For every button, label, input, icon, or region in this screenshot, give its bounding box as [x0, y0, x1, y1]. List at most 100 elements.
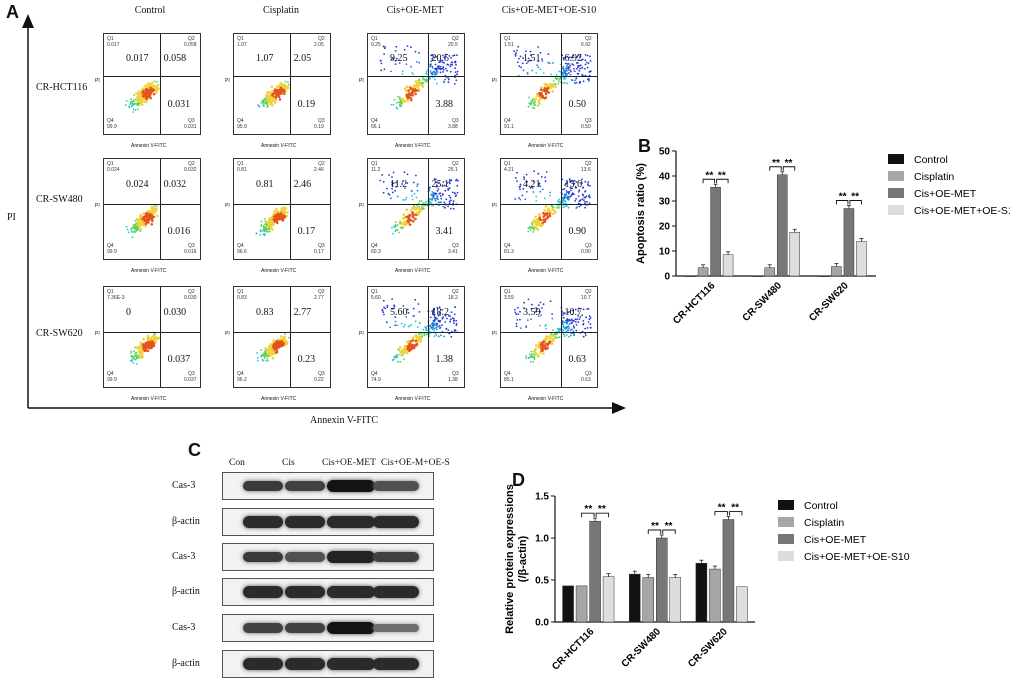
quadrant-q1-tag: Q1: [107, 36, 114, 42]
flow-plot: Q1 3.59 Q2 10.7 Q4 85.1 Q3 0.63 3.59 10.7 0.63: [500, 286, 598, 388]
quadrant-q1-small: 11.2: [371, 167, 381, 173]
quadrant-q3-small: 0.50: [581, 124, 591, 130]
plot-x-axis-label: Annexin V-FITC: [528, 268, 564, 274]
quadrant-q1-tag: Q1: [237, 289, 244, 295]
x-category-label: CR-HCT116: [550, 626, 597, 673]
significance-bracket: [849, 200, 862, 205]
quadrant-q3-value: 1.38: [435, 354, 454, 365]
legend-swatch: [888, 171, 904, 181]
quadrant-gate-vertical: [427, 34, 429, 134]
quadrant-q4-small: 85.1: [504, 377, 514, 383]
flow-plot: Q1 0.017 Q2 0.058 Q4 99.9 Q3 0.031 0.017 0.058 0.…: [103, 33, 201, 135]
quadrant-q1-small: 1.07: [237, 42, 247, 48]
significance-mark: **: [785, 158, 793, 169]
significance-mark: **: [584, 504, 592, 515]
quadrant-q1-small: 7.36E-3: [107, 295, 125, 301]
significance-mark: **: [718, 170, 726, 181]
plot-y-axis-label: PI: [225, 331, 230, 337]
quadrant-q2-small: 0.030: [184, 295, 197, 301]
quadrant-q4-tag: Q4: [107, 118, 114, 124]
flow-plot: Q1 0.024 Q2 0.032 Q4 99.9 Q3 0.016 0.024 0.032 0.…: [103, 158, 201, 260]
quadrant-q1-value: 11.2: [390, 179, 408, 191]
col-title-control: Control: [134, 5, 166, 16]
significance-bracket: [647, 529, 662, 534]
significance-mark: **: [839, 192, 847, 203]
quadrant-q4-small: 81.3: [504, 249, 514, 255]
plot-x-axis-label: Annexin V-FITC: [261, 143, 297, 149]
quadrant-gate-vertical: [159, 34, 161, 134]
y-axis-title: Relative protein expressions: [504, 484, 516, 634]
quadrant-q1-tag: Q1: [237, 161, 244, 167]
flow-plot: Q1 1.51 Q2 6.92 Q4 91.1 Q3 0.50 1.51 6.92 0.50: [500, 33, 598, 135]
blot-band: [243, 551, 283, 563]
significance-bracket: [662, 529, 676, 534]
quadrant-q3-small: 0.031: [184, 124, 197, 130]
flow-dot-cloud: [255, 206, 289, 237]
bar: [562, 585, 574, 623]
quadrant-q1-small: 0.83: [237, 295, 247, 301]
quadrant-q3-tag: Q3: [452, 118, 459, 124]
quadrant-q2-tag: Q2: [585, 36, 592, 42]
quadrant-q3-value: 0.50: [568, 99, 587, 111]
significance-mark: **: [718, 503, 726, 514]
bar: [764, 267, 775, 277]
quadrant-q3-small: 0.016: [184, 249, 197, 255]
significance-bracket: [595, 512, 610, 518]
quadrant-q1-small: 4.21: [504, 167, 514, 173]
blot-band: [373, 551, 419, 563]
row-label-sw480: CR-SW480: [36, 194, 83, 205]
blot-band: [373, 516, 419, 528]
quadrant-q4-tag: Q4: [237, 243, 244, 249]
quadrant-q3-small: 0.63: [581, 377, 591, 383]
bar: [710, 187, 721, 277]
quadrant-q4-small: 91.1: [504, 124, 514, 130]
y-tick-label: 50: [659, 147, 671, 158]
row-label-sw620: CR-SW620: [36, 328, 83, 339]
blot-band: [373, 623, 419, 633]
apoptosis-bar-chart: 0 10 20 30 40 50 Apoptosis ratio (%) ** ** CR-HCT…: [635, 147, 1010, 327]
blot-row-label: β-actin: [172, 658, 200, 669]
bar: [695, 562, 708, 623]
legend-swatch: [778, 534, 794, 544]
plot-y-axis-label: PI: [359, 203, 364, 209]
quadrant-q1-small: 5.60: [371, 295, 381, 301]
quadrant-q4-small: 60.3: [371, 249, 381, 255]
quadrant-q2-tag: Q2: [188, 161, 195, 167]
quadrant-q2-tag: Q2: [318, 289, 325, 295]
quadrant-q2-value: 2.46: [293, 179, 312, 191]
quadrant-q3-tag: Q3: [585, 118, 592, 124]
blot-band: [285, 586, 325, 598]
quadrant-q3-tag: Q3: [188, 243, 195, 249]
plot-x-axis-label: Annexin V-FITC: [131, 143, 167, 149]
blot-band: [285, 480, 325, 492]
blot-band: [243, 586, 283, 598]
quadrant-q3-tag: Q3: [188, 371, 195, 377]
y-tick-label: 1.5: [535, 492, 549, 503]
y-tick-label: 30: [659, 197, 671, 208]
quadrant-q1-value: 5.60: [390, 307, 408, 319]
blot-band: [285, 658, 325, 670]
quadrant-gate-horizontal: [234, 332, 330, 333]
bar: [777, 174, 788, 277]
y-tick-label: 0.5: [535, 576, 549, 587]
quadrant-q4-tag: Q4: [371, 243, 378, 249]
blot-band: [243, 480, 283, 492]
flow-plot: Q1 7.36E-3 Q2 0.030 Q4 99.9 Q3 0.037 0 0.030 0.03…: [103, 286, 201, 388]
quadrant-q1-value: 1.51: [523, 52, 541, 64]
blot-strip: [222, 472, 434, 500]
blot-row-label: β-actin: [172, 586, 200, 597]
quadrant-q3-small: 1.38: [448, 377, 458, 383]
panel-label-d: D: [512, 470, 525, 490]
bar: [685, 275, 696, 277]
flow-dot-cloud: [257, 80, 290, 108]
legend-label: Cis+OE-MET: [804, 534, 867, 546]
quadrant-gate-horizontal: [501, 332, 597, 333]
bar: [722, 254, 734, 277]
quadrant-q2-value: 0.032: [163, 179, 187, 191]
y-tick-label: 0: [664, 272, 670, 283]
significance-mark: **: [598, 504, 606, 515]
y-axis-label-pi: PI: [7, 212, 16, 223]
legend-label: Cis+OE-MET+OE-S10: [914, 205, 1010, 217]
plot-y-axis-label: PI: [359, 78, 364, 84]
quadrant-q3-value: 0.17: [297, 226, 316, 237]
